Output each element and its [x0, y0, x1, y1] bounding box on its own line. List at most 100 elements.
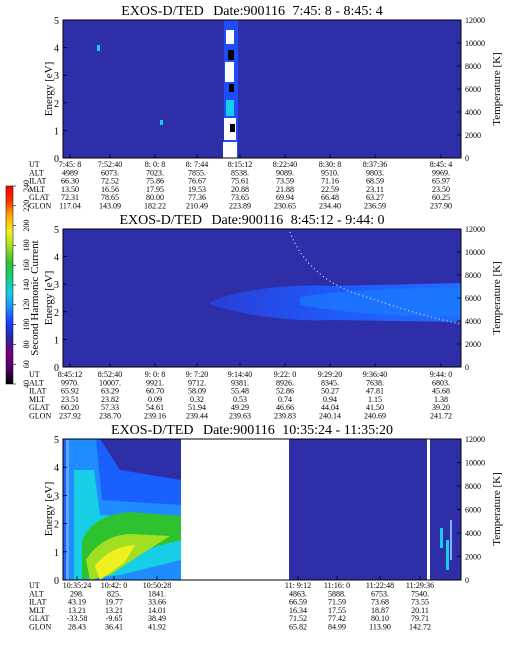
orbit-row-label: ALT [29, 378, 44, 387]
orbit-table-cell: 210.49 [186, 202, 208, 211]
orbit-table-cell: 117.04 [59, 202, 81, 211]
y2tick-label: 8000 [465, 271, 481, 280]
orbit-table-cell: 236.59 [364, 202, 386, 211]
orbit-table-cell: 4989 [62, 168, 78, 177]
panel-2-title: EXOS-D/TED Date:900116 8:45:12 - 9:44: 0 [120, 213, 385, 228]
orbit-table-cell: 8:37:36 [363, 160, 387, 169]
orbit-table-cell: 8345. [321, 378, 339, 387]
ytick-label: 4 [54, 463, 59, 474]
orbit-row-label: GLAT [29, 403, 50, 412]
ytick-label: 2 [54, 520, 59, 531]
orbit-table-cell: 9803. [366, 168, 384, 177]
orbit-table-cell: 9:36:40 [363, 370, 387, 379]
orbit-table-cell: 223.89 [229, 202, 251, 211]
orbit-table-cell: 80.10 [371, 614, 389, 623]
panel-2-axes: 0 1 2 3 4 5 0 2000 4000 6000 8000 10000 12000 [54, 225, 485, 374]
orbit-table-cell: 54.61 [146, 403, 164, 412]
orbit-table-cell: 28.43 [68, 623, 86, 632]
ytick-label: 3 [54, 280, 59, 291]
orbit-table-cell: 17.55 [328, 606, 346, 615]
orbit-table-cell: 7:52:40 [98, 160, 122, 169]
orbit-table-cell: 38.49 [148, 614, 166, 623]
orbit-table-cell: 9089. [276, 168, 294, 177]
orbit-table-cell: 825. [107, 589, 121, 598]
orbit-table-cell: 0.53 [233, 395, 247, 404]
colorbar-tick-label: 140 [22, 279, 31, 291]
orbit-table-cell: 9:29:20 [318, 370, 342, 379]
orbit-table-cell: 8:52:40 [98, 370, 122, 379]
colorbar-tick-label: 180 [22, 239, 31, 251]
orbit-table-cell: 17.95 [146, 185, 164, 194]
orbit-row-label: MLT [29, 185, 45, 194]
ytick-label: 5 [54, 16, 59, 27]
orbit-table-cell: 6073. [101, 168, 119, 177]
colorbar-tick-label: 80 [22, 340, 31, 348]
orbit-table-cell: 73.55 [411, 598, 429, 607]
orbit-row-label: GLON [29, 623, 51, 632]
orbit-table-cell: 23.11 [366, 185, 384, 194]
colorbar-tick-label: 60 [22, 360, 31, 368]
orbit-table-cell: 39.20 [432, 403, 450, 412]
y2tick-label: 4000 [465, 108, 481, 117]
orbit-table-cell: 44.04 [321, 403, 339, 412]
orbit-table-cell: 49.29 [231, 403, 249, 412]
orbit-table-cell: 60.70 [146, 387, 164, 396]
orbit-table-cell: 10:50:28 [143, 581, 171, 590]
orbit-table-cell: 43.19 [68, 598, 86, 607]
ytick-label: 4 [54, 253, 59, 264]
panel-1-plot-area [63, 20, 461, 158]
panel-3-y2label: Temperature [K] [491, 472, 503, 545]
ytick-label: 2 [54, 308, 59, 319]
ytick-label: 5 [54, 435, 59, 446]
orbit-table-cell: 19.53 [188, 185, 206, 194]
orbit-table-cell: 9: 7:20 [186, 370, 208, 379]
orbit-table-cell: 23.51 [61, 395, 79, 404]
orbit-table-cell: 182.22 [144, 202, 166, 211]
orbit-table-cell: 10007. [99, 378, 121, 387]
colorbar-tick-label: 220 [22, 200, 31, 212]
panel-2-y2label: Temperature [K] [491, 261, 503, 334]
orbit-table-cell: 8538. [231, 168, 249, 177]
orbit-table-cell: 55.48 [231, 387, 249, 396]
y2tick-label: 12000 [465, 225, 485, 234]
orbit-table-cell: 9:44: 0 [430, 370, 452, 379]
orbit-table-cell: 8:22:40 [273, 160, 297, 169]
orbit-table-cell: 239.63 [229, 412, 251, 421]
orbit-table-cell: 8: 7:44 [186, 160, 208, 169]
orbit-table-cell: 0.74 [278, 395, 292, 404]
orbit-table-cell: 18.87 [371, 606, 389, 615]
orbit-table-cell: 9: 0: 8 [145, 370, 165, 379]
orbit-table-cell: 6753. [371, 589, 389, 598]
orbit-table-cell: 8: 0: 8 [145, 160, 165, 169]
ytick-label: 4 [54, 44, 59, 55]
y2tick-label: 0 [465, 576, 469, 585]
orbit-table-cell: 60.20 [61, 403, 79, 412]
orbit-table-cell: 230.65 [274, 202, 296, 211]
y2tick-label: 8000 [465, 482, 481, 491]
panel-1-axes: 0 1 2 3 4 5 0 2000 4000 6000 8000 10000 12000 [54, 16, 485, 165]
ytick-label: 1 [54, 335, 59, 346]
orbit-table-cell: 9921. [146, 378, 164, 387]
panel-3-segment-a [63, 439, 181, 580]
orbit-table-cell: 0.32 [190, 395, 204, 404]
y2tick-label: 6000 [465, 294, 481, 303]
ytick-label: 2 [54, 99, 59, 110]
orbit-table-cell: 237.92 [59, 412, 81, 421]
y2tick-label: 12000 [465, 435, 485, 444]
panel-2-band [210, 231, 462, 325]
orbit-table-cell: 73.65 [231, 193, 249, 202]
orbit-table-cell: 0.94 [323, 395, 337, 404]
orbit-table-cell: 57.33 [101, 403, 119, 412]
orbit-table-cell: 1.15 [368, 395, 382, 404]
orbit-row-label: MLT [29, 606, 45, 615]
orbit-table-cell: 5888. [328, 589, 346, 598]
panel-1-title: EXOS-D/TED Date:900116 7:45: 8 - 8:45: 4 [121, 4, 382, 19]
orbit-table-cell: 47.81 [366, 387, 384, 396]
orbit-table-cell: 13.50 [61, 185, 79, 194]
y2tick-label: 6000 [465, 506, 481, 515]
orbit-table-cell: 63.29 [101, 387, 119, 396]
orbit-table-cell: 240.14 [319, 412, 341, 421]
orbit-table-cell: 113.90 [369, 623, 391, 632]
orbit-row-label: ILAT [29, 387, 46, 396]
